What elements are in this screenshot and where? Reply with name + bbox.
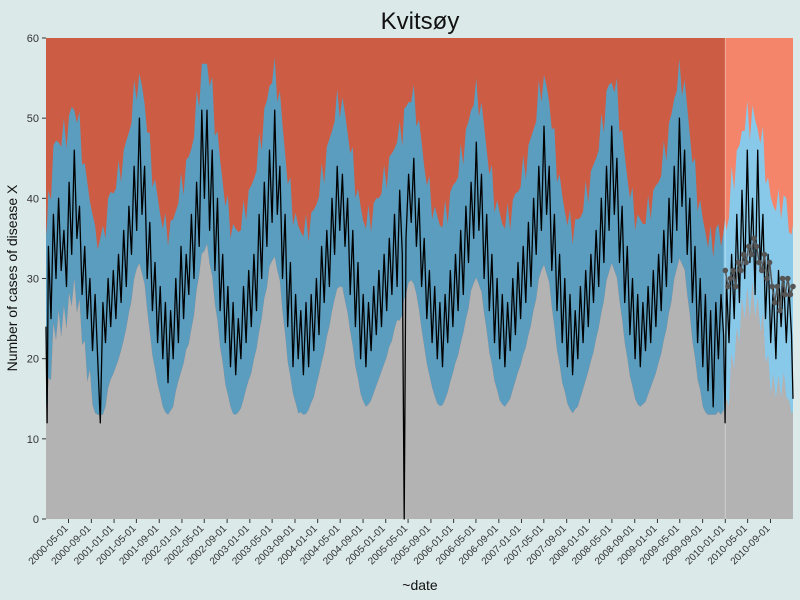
- chart-title: Kvitsøy: [381, 8, 460, 35]
- y-axis-title: Number of cases of disease X: [4, 184, 20, 371]
- forecast-point: [769, 283, 775, 290]
- observed-line: [45, 109, 794, 520]
- forecast-point: [738, 267, 744, 274]
- forecast-point: [748, 251, 755, 258]
- lower-band: [46, 244, 726, 519]
- forecast-point: [779, 275, 786, 282]
- x-axis-title: ~date: [402, 577, 438, 593]
- forecast-point: [787, 291, 794, 298]
- plot-area: [45, 38, 796, 520]
- forecast-point: [774, 283, 781, 290]
- forecast-point: [727, 275, 734, 282]
- forecast-point: [735, 259, 742, 266]
- forecast-point: [758, 267, 765, 274]
- y-tick-label: 50: [27, 113, 39, 125]
- forecast-point: [732, 283, 739, 290]
- forecast-point: [771, 299, 778, 306]
- forecast-point: [761, 251, 768, 258]
- forecast-point: [764, 275, 770, 282]
- forecast-point: [766, 259, 773, 266]
- forecast-lower-band: [723, 283, 793, 519]
- forecast-point: [753, 243, 760, 250]
- forecast-point: [740, 251, 747, 258]
- y-tick-label: 30: [27, 274, 39, 286]
- forecast-point: [784, 275, 791, 282]
- y-tick-label: 40: [27, 193, 39, 205]
- forecast-point: [782, 291, 788, 298]
- forecast-point: [722, 267, 729, 274]
- y-tick-label: 60: [27, 33, 39, 45]
- forecast-point: [743, 259, 749, 266]
- y-axis: 0 10 20 30 40 50 60: [27, 33, 46, 526]
- y-tick-label: 10: [27, 434, 39, 446]
- y-tick-label: 20: [27, 354, 39, 366]
- forecast-point: [751, 235, 757, 242]
- x-axis: 2000-05-012000-09-012001-01-012001-05-01…: [27, 519, 773, 567]
- forecast-point: [756, 259, 762, 266]
- forecast-point: [725, 283, 731, 290]
- y-tick-label: 0: [33, 514, 39, 526]
- forecast-point: [730, 267, 736, 274]
- forecast-point: [745, 243, 752, 250]
- middle-band: [46, 57, 726, 415]
- forecast-point: [777, 307, 783, 314]
- forecast-point: [790, 283, 796, 290]
